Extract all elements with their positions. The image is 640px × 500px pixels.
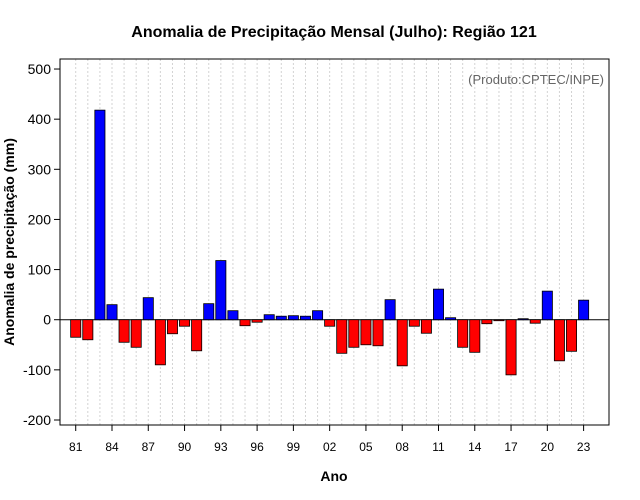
x-tick-label: 90 [178, 440, 192, 454]
y-tick-label: 0 [43, 312, 51, 328]
bar [433, 288, 444, 321]
x-tick-label: 99 [287, 440, 301, 454]
y-tick-label: 500 [28, 61, 52, 77]
bar [324, 319, 336, 327]
y-tick-label: 300 [28, 161, 52, 177]
bar [541, 290, 553, 321]
bars [70, 109, 590, 376]
bar [70, 319, 82, 338]
x-tick-label: 11 [432, 440, 445, 454]
bar [142, 297, 154, 321]
bar [445, 317, 457, 321]
bar [203, 303, 215, 321]
bar [396, 319, 408, 367]
bar [227, 310, 239, 321]
x-axis: 81 84 87 90 93 96 99 02 05 08 11 14 17 20 23 [69, 425, 591, 454]
y-tick-label: 100 [28, 262, 52, 278]
x-tick-label: 20 [541, 440, 555, 454]
x-tick-label: 05 [359, 440, 373, 454]
y-tick-label: 400 [28, 111, 52, 127]
bar [299, 315, 311, 321]
bar [360, 319, 372, 346]
bar [481, 319, 493, 325]
bar [239, 319, 251, 327]
y-tick-label: -100 [23, 362, 51, 378]
bar [154, 319, 166, 366]
x-tick-label: 23 [577, 440, 591, 454]
x-axis-title: Ano [320, 468, 347, 484]
bar [469, 319, 481, 353]
x-tick-label: 93 [214, 440, 228, 454]
bar [529, 319, 541, 324]
chart-title: Anomalia de Precipitação Mensal (Julho):… [131, 24, 537, 41]
y-axis-title: Anomalia de precipitação (mm) [1, 138, 17, 346]
bar [191, 319, 203, 352]
bar [179, 319, 191, 327]
bar [553, 319, 565, 362]
bar [408, 319, 420, 327]
plot-frame [59, 58, 610, 426]
bar [420, 319, 432, 334]
bar [287, 315, 299, 321]
bar [372, 319, 384, 347]
bar [578, 299, 590, 321]
bar [118, 319, 130, 343]
bar [457, 319, 469, 348]
bar [251, 319, 263, 323]
x-tick-label: 14 [468, 440, 482, 454]
bar [312, 310, 324, 321]
bar [348, 319, 360, 348]
bar [384, 299, 396, 321]
bar [215, 260, 227, 321]
bar [82, 319, 94, 341]
x-tick-label: 96 [250, 440, 264, 454]
x-tick-label: 08 [396, 440, 410, 454]
bar [130, 319, 142, 348]
x-tick-label: 84 [105, 440, 119, 454]
bar [505, 319, 517, 376]
bar [94, 109, 106, 321]
x-tick-label: 02 [323, 440, 337, 454]
y-tick-label: 200 [28, 211, 52, 227]
bar [106, 304, 118, 321]
y-tick-label: -200 [23, 412, 51, 428]
bar [166, 319, 178, 335]
y-axis: -200 -100 0 100 200 300 400 500 [23, 61, 60, 428]
bar [336, 319, 348, 354]
bar [263, 314, 275, 321]
bar [517, 318, 529, 321]
x-tick-label: 17 [504, 440, 518, 454]
bar [566, 319, 577, 352]
bar [493, 319, 505, 322]
x-tick-label: 87 [142, 440, 156, 454]
x-tick-label: 81 [69, 440, 83, 454]
bar [275, 315, 287, 321]
credit-label: (Produto:CPTEC/INPE) [468, 72, 604, 87]
